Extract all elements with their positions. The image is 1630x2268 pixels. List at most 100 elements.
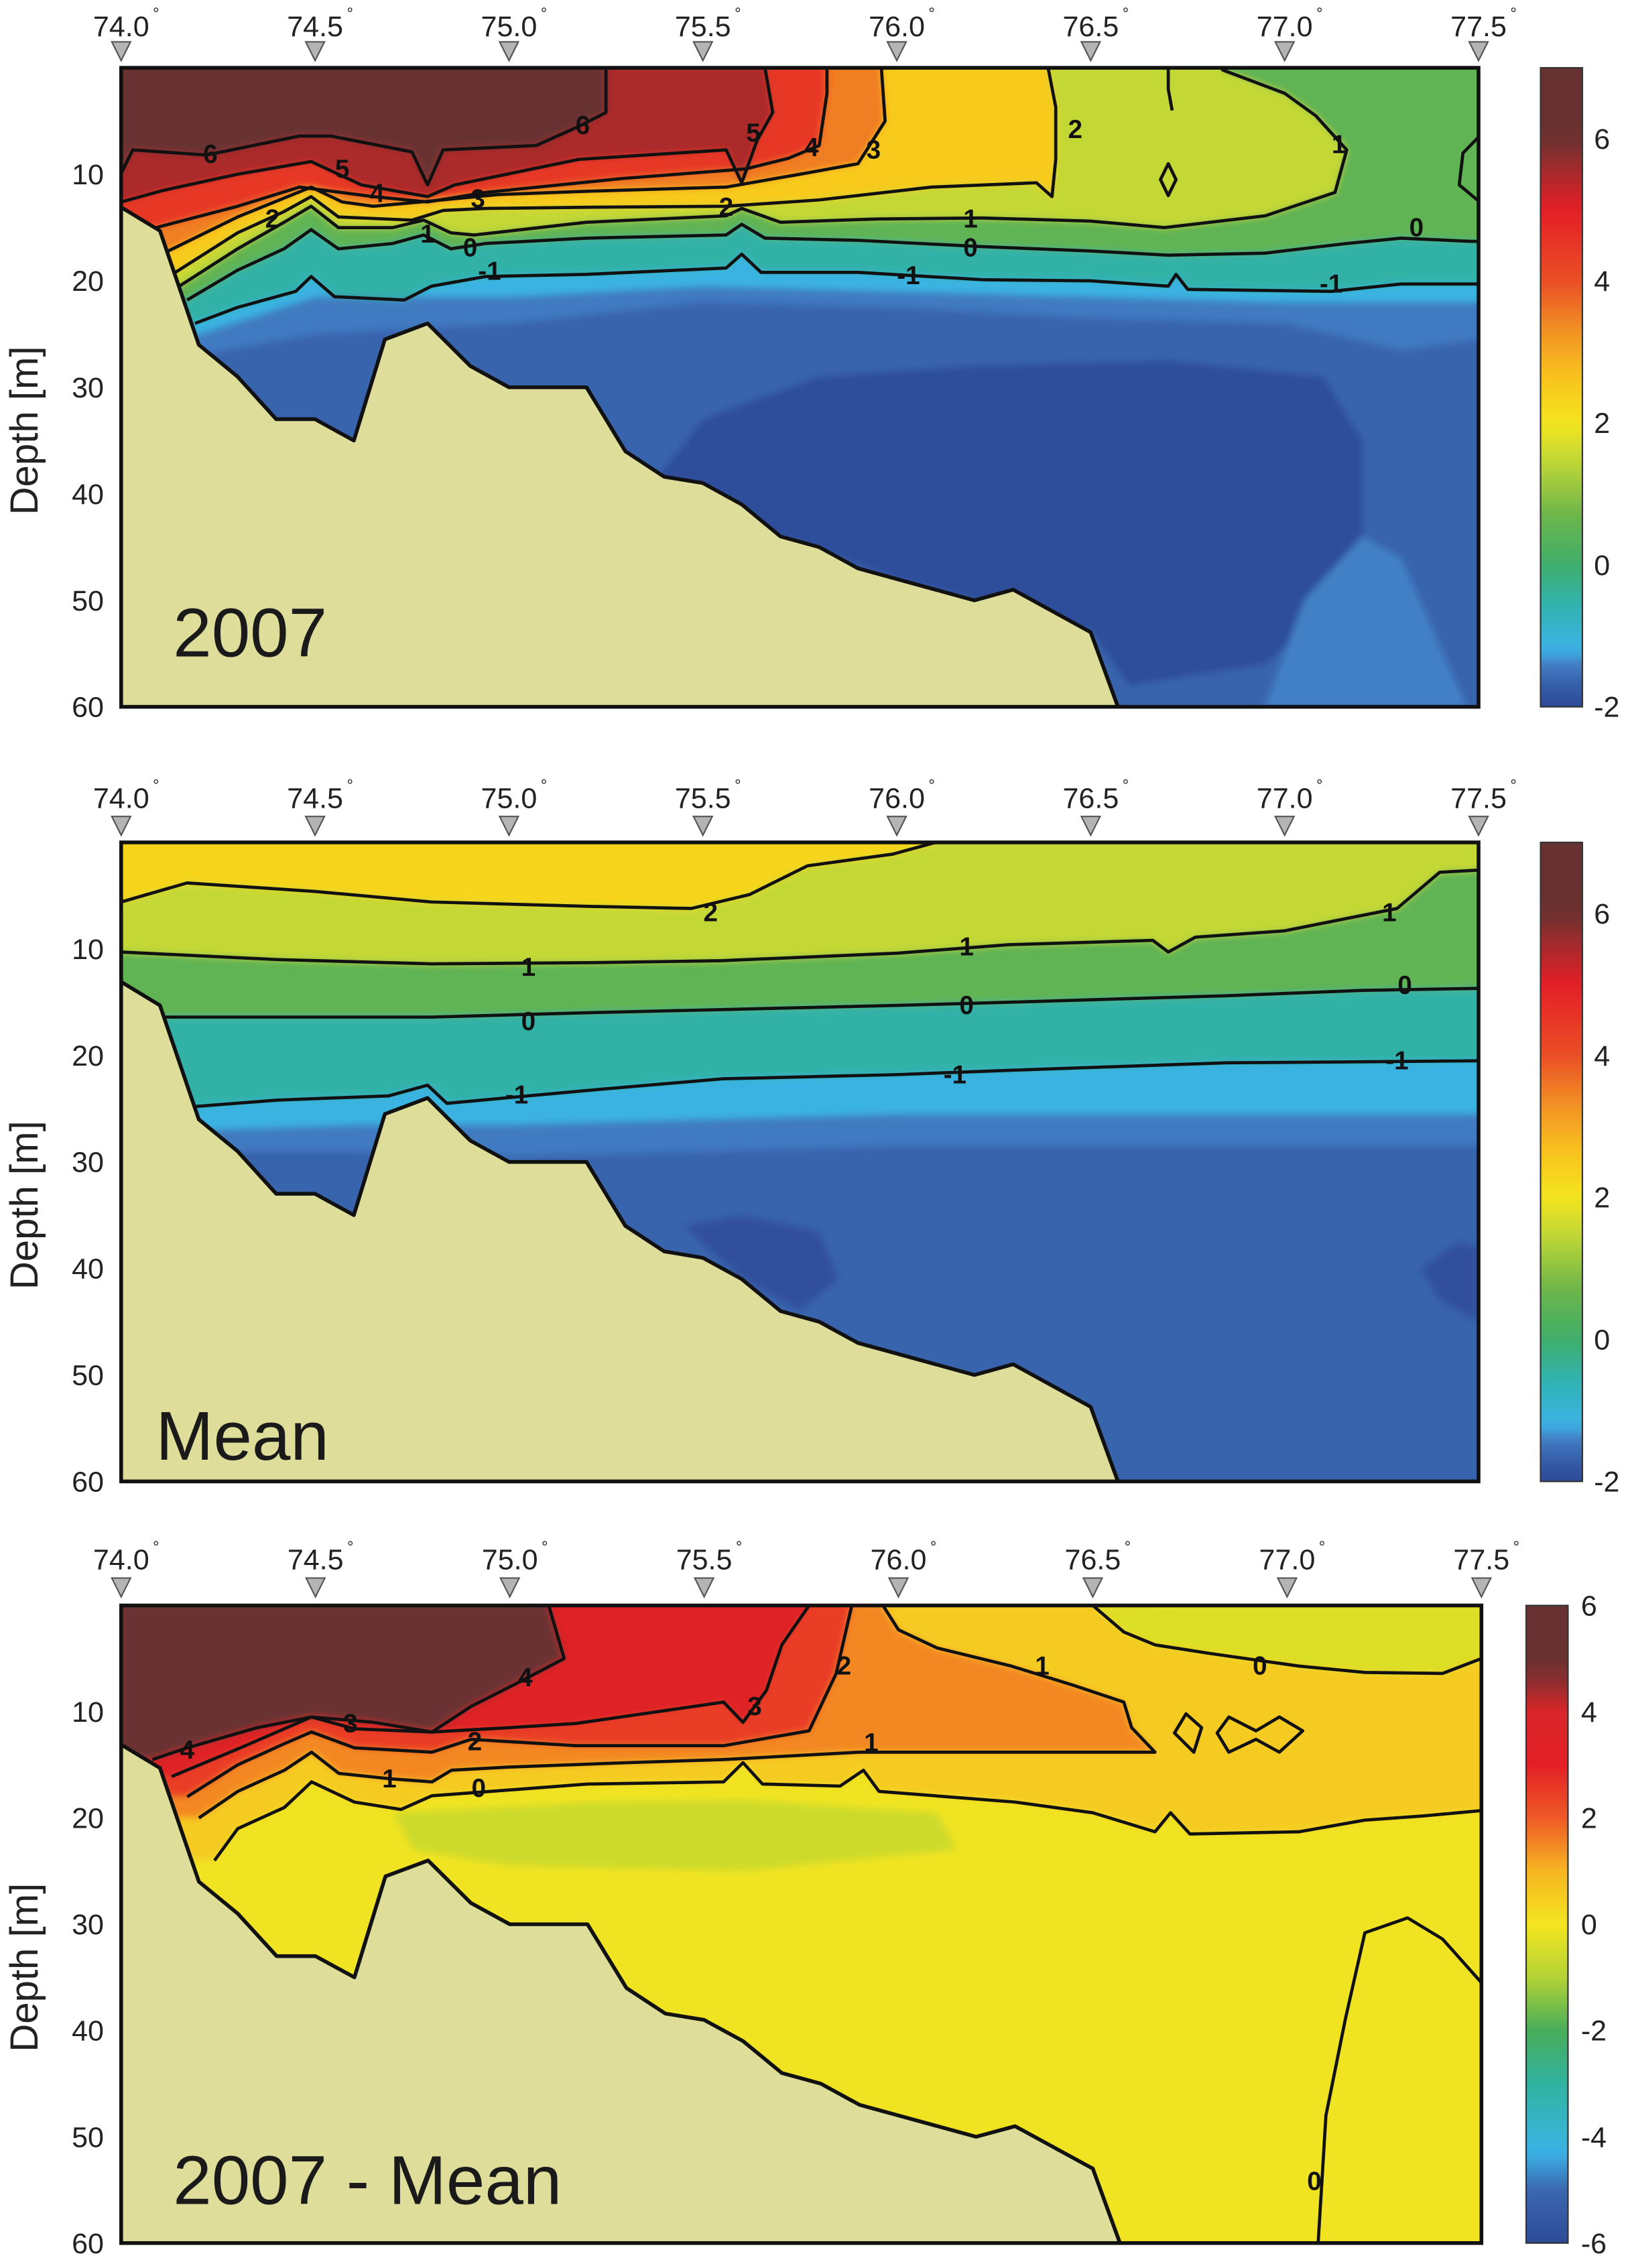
y-tick-label: 10 <box>72 934 104 966</box>
station-marker-icon <box>498 816 520 837</box>
contour-line-4 <box>155 68 829 229</box>
panel-label: Mean <box>155 1397 328 1474</box>
contour-label: 0 <box>521 1007 536 1036</box>
contour-label: 1 <box>963 205 978 234</box>
degree-mark: ° <box>1510 5 1516 23</box>
contour-label: 6 <box>576 111 590 140</box>
degree-mark: ° <box>1123 5 1129 23</box>
station-marker-icon <box>886 41 907 62</box>
x-tick-label: 77.0 <box>1257 782 1313 814</box>
contour-label: -1 <box>478 257 501 286</box>
colorbar-tick-label: 2 <box>1594 407 1610 440</box>
degree-mark: ° <box>153 5 159 23</box>
x-tick-label: 75.0 <box>481 782 538 814</box>
degree-mark: ° <box>928 5 934 23</box>
station-marker-icon <box>498 41 520 62</box>
station-marker-icon <box>304 41 326 62</box>
degree-mark: ° <box>347 1539 353 1556</box>
contour-line-0 <box>1457 135 1479 202</box>
contour-label: 0 <box>1409 213 1424 242</box>
contour-label: 3 <box>747 1692 762 1721</box>
y-axis-label: Depth [m] <box>3 1121 46 1289</box>
contour-label: 4 <box>370 180 385 208</box>
degree-mark: ° <box>735 777 741 794</box>
contour-label: 1 <box>1035 1652 1050 1681</box>
contour-label: 3 <box>471 185 485 214</box>
contour-label: 2 <box>468 1727 483 1756</box>
seabed <box>121 207 1118 707</box>
station-marker-icon <box>111 41 132 62</box>
station-marker-icon <box>1470 1577 1493 1598</box>
y-tick-label: 10 <box>72 1696 104 1728</box>
y-tick-label: 40 <box>72 1253 104 1285</box>
contour-label: 4 <box>180 1736 195 1765</box>
contour-line-1 <box>1172 1712 1204 1754</box>
seabed-outline <box>120 980 1120 1483</box>
x-tick-label: 76.0 <box>869 782 925 814</box>
x-tick-label: 75.5 <box>675 782 731 814</box>
contour-line-1 <box>198 1605 1157 1820</box>
field-band <box>1420 1241 1479 1322</box>
x-tick-label: 74.5 <box>287 782 343 814</box>
colorbar <box>1525 1604 1569 2244</box>
contour-label: -1 <box>944 1060 966 1089</box>
degree-mark: ° <box>541 5 547 23</box>
colorbar-tick-label: -2 <box>1594 692 1619 724</box>
y-axis-label: Depth [m] <box>3 346 46 515</box>
contour-label: 0 <box>463 234 478 263</box>
y-tick-label: 60 <box>72 2228 104 2260</box>
contour-label: -1 <box>1385 1047 1408 1076</box>
station-marker-icon <box>886 816 907 837</box>
colorbar-tick-label: 6 <box>1594 123 1610 155</box>
y-tick-label: 60 <box>72 1466 104 1498</box>
x-tick-label: 75.5 <box>676 1544 733 1576</box>
contour-label: 0 <box>959 991 974 1020</box>
x-tick-label: 75.0 <box>481 11 538 43</box>
degree-mark: ° <box>928 777 934 794</box>
colorbar <box>1540 67 1584 708</box>
seabed-outline <box>120 205 1120 708</box>
station-marker-icon <box>693 1577 715 1598</box>
x-tick-label: 76.0 <box>869 11 925 43</box>
contour-label: -1 <box>897 261 920 290</box>
colorbar-tick-label: 2 <box>1581 1803 1597 1835</box>
colorbar-tick-label: 6 <box>1581 1590 1597 1623</box>
y-tick-label: 20 <box>72 265 104 298</box>
station-marker-icon <box>692 41 714 62</box>
contour-label: 2 <box>719 193 734 222</box>
station-marker-icon <box>1082 1577 1104 1598</box>
degree-mark: ° <box>1123 777 1129 794</box>
contour-line-2 <box>174 68 1058 274</box>
field-band <box>645 361 1363 686</box>
seabed <box>121 1745 1120 2243</box>
x-tick-label: 74.0 <box>93 1544 149 1576</box>
station-marker-icon <box>887 1577 910 1598</box>
contour-line-0 <box>186 223 1479 302</box>
contour-label: 1 <box>864 1728 879 1757</box>
contour-label: 1 <box>521 953 536 982</box>
x-tick-label: 76.5 <box>1065 1544 1121 1576</box>
x-tick-label: 74.5 <box>288 1544 344 1576</box>
degree-mark: ° <box>1513 1539 1519 1556</box>
contour-line-0 <box>160 987 1479 1019</box>
contour-label: 3 <box>343 1709 358 1738</box>
colorbar-tick-label: 0 <box>1594 550 1610 582</box>
x-tick-label: 77.5 <box>1453 1544 1509 1576</box>
contour-line-1 <box>178 68 1349 288</box>
station-marker-icon <box>304 816 326 837</box>
y-tick-label: 10 <box>72 159 104 191</box>
x-tick-label: 77.0 <box>1259 1544 1316 1576</box>
contour-label: 3 <box>867 135 881 164</box>
contour-label: 2 <box>704 899 718 928</box>
contour-label: 0 <box>1307 2167 1322 2196</box>
degree-mark: ° <box>930 1539 936 1556</box>
y-tick-label: 50 <box>72 2121 104 2153</box>
degree-mark: ° <box>153 777 159 794</box>
contour-label: 5 <box>335 155 350 184</box>
contour-line-2 <box>121 842 936 910</box>
seabed <box>121 982 1118 1482</box>
field-band <box>1265 536 1467 707</box>
y-tick-label: 30 <box>72 372 104 404</box>
